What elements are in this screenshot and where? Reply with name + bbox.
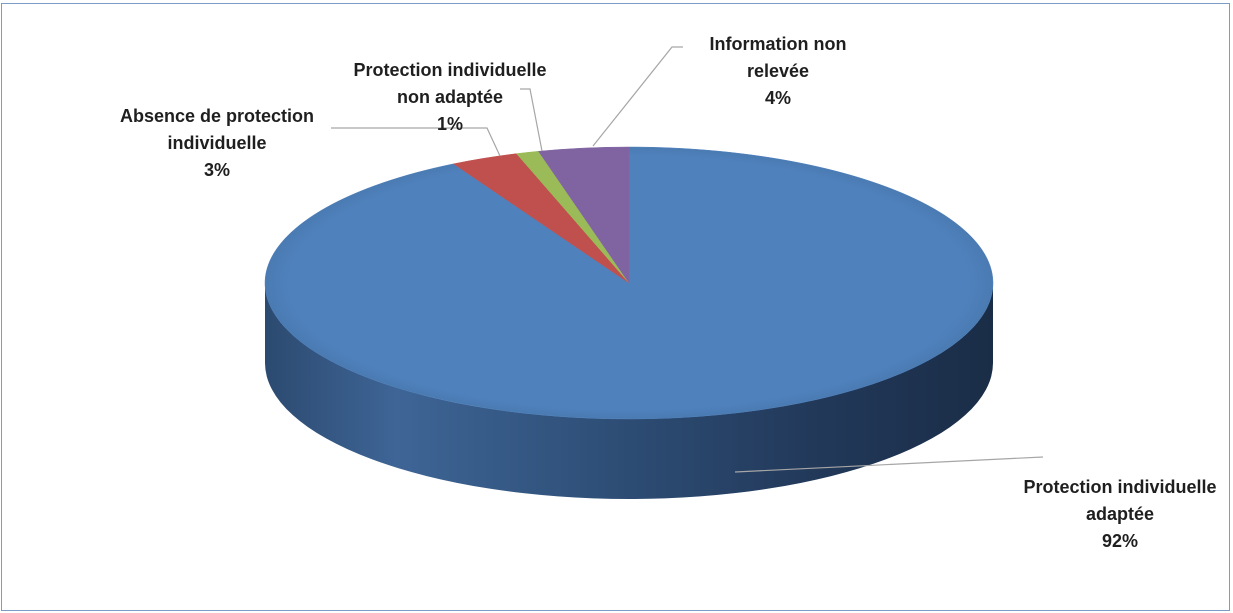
pie-side-wall — [265, 283, 993, 499]
label-adaptee: Protection individuelle adaptée 92% — [1023, 477, 1216, 551]
label-line-adaptee: Protection individuelle — [1023, 477, 1216, 497]
label-non-relevee: Information non relevée 4% — [710, 34, 847, 108]
label-non-adaptee: Protection individuelle non adaptée 1% — [353, 60, 546, 134]
slice-labels: Protection individuelle adaptée 92% Absence… — [120, 34, 1217, 551]
pie-slice-non-relevee — [538, 146, 630, 284]
pct-label-absence: 3% — [204, 160, 230, 180]
leader-line-non-adaptee — [520, 88, 543, 152]
pct-label-adaptee: 92% — [1102, 531, 1138, 551]
label-line-non-adaptee: Protection individuelle — [353, 60, 546, 80]
label-line-non-relevee: Information non — [710, 34, 847, 54]
leader-line-absence — [331, 127, 501, 157]
pct-label-non-adaptee: 1% — [437, 114, 463, 134]
label-line-adaptee: adaptée — [1086, 504, 1154, 524]
label-absence: Absence de protection individuelle 3% — [120, 106, 314, 180]
label-line-absence: Absence de protection — [120, 106, 314, 126]
leader-lines — [331, 46, 1044, 473]
label-line-absence: individuelle — [167, 133, 266, 153]
pct-label-non-relevee: 4% — [765, 88, 791, 108]
label-line-non-adaptee: non adaptée — [397, 87, 503, 107]
pie-slices — [264, 146, 994, 420]
leader-line-non-relevee — [592, 46, 683, 147]
label-line-non-relevee: relevée — [747, 61, 809, 81]
leader-line-adaptee — [734, 456, 1044, 473]
